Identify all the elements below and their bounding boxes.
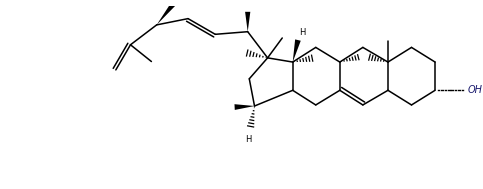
Polygon shape	[156, 2, 175, 25]
Polygon shape	[234, 104, 255, 110]
Text: H: H	[299, 28, 306, 37]
Polygon shape	[293, 39, 301, 62]
Polygon shape	[245, 12, 250, 32]
Text: H: H	[245, 135, 252, 144]
Text: OH: OH	[468, 85, 483, 95]
